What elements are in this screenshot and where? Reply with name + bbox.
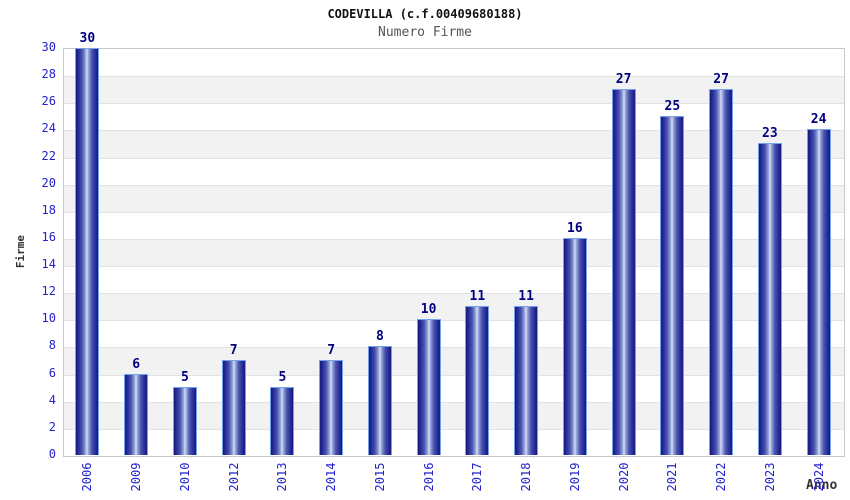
- y-tick-label: 2: [48, 419, 56, 434]
- y-tick-label: 16: [41, 229, 56, 244]
- bar-value-label: 7: [327, 343, 336, 359]
- y-tick-label: 18: [41, 202, 56, 217]
- chart-title: CODEVILLA (c.f.00409680188): [327, 7, 523, 21]
- gridline: [64, 239, 844, 240]
- bar: [806, 129, 831, 455]
- bar: [465, 305, 490, 455]
- x-tick-label: 2010: [177, 462, 192, 492]
- y-tick-label: 22: [41, 148, 56, 163]
- gridline: [64, 130, 844, 131]
- bar-value-label: 23: [762, 125, 778, 141]
- gridline: [64, 266, 844, 267]
- bar-value-label: 25: [664, 98, 681, 114]
- x-tick-label: 2022: [714, 462, 729, 492]
- y-tick-label: 30: [41, 40, 56, 54]
- y-tick-label: 8: [48, 338, 56, 353]
- bar-value-label: 10: [420, 302, 437, 318]
- gridline: [64, 212, 844, 213]
- x-tick-label: 2013: [275, 462, 290, 492]
- x-tick-label: 2018: [519, 462, 534, 492]
- bar-value-label: 27: [615, 71, 632, 87]
- bar: [562, 237, 587, 455]
- gridline: [64, 375, 844, 376]
- y-tick-label: 12: [41, 284, 56, 299]
- bar: [367, 346, 392, 455]
- bar: [416, 319, 441, 455]
- gridline: [64, 402, 844, 403]
- y-tick-label: 14: [41, 257, 56, 272]
- gridline: [64, 429, 844, 430]
- x-tick-label: 2006: [80, 462, 95, 492]
- y-tick-label: 6: [48, 365, 56, 380]
- bar: [270, 387, 295, 455]
- gridline: [64, 320, 844, 321]
- y-tick-label: 24: [41, 121, 56, 136]
- bar: [611, 88, 636, 455]
- bar: [709, 88, 734, 455]
- bar: [514, 305, 539, 455]
- bar-value-label: 7: [229, 343, 238, 359]
- bar-value-label: 8: [375, 329, 384, 345]
- bar-value-label: 5: [278, 370, 287, 386]
- y-tick-label: 26: [41, 94, 56, 109]
- x-tick-label: 2012: [226, 462, 241, 492]
- y-tick-label: 20: [41, 175, 56, 190]
- plot-band: [64, 49, 844, 77]
- x-tick-label: 2023: [762, 462, 777, 492]
- gridline: [64, 103, 844, 104]
- bar-value-label: 27: [713, 71, 729, 87]
- x-tick-label: 2017: [470, 462, 485, 492]
- y-tick-label: 4: [48, 392, 56, 407]
- bar: [660, 115, 685, 455]
- x-tick-label: 2015: [372, 462, 387, 492]
- gridline: [64, 158, 844, 159]
- chart-subtitle: Numero Firme: [378, 25, 472, 40]
- bar: [75, 48, 100, 455]
- x-tick-label: 2021: [665, 462, 680, 492]
- bar: [221, 360, 246, 455]
- bar-value-label: 24: [810, 112, 827, 128]
- bar: [319, 360, 344, 455]
- bar-value-label: 6: [132, 356, 141, 372]
- gridline: [64, 293, 844, 294]
- gridline: [64, 347, 844, 348]
- x-tick-label: 2014: [324, 462, 339, 492]
- bar: [172, 387, 197, 455]
- bar-value-label: 16: [567, 220, 583, 236]
- bar-value-label: 30: [79, 31, 96, 46]
- bar-value-label: 5: [180, 370, 189, 386]
- bar-value-label: 11: [469, 288, 486, 304]
- x-tick-label: 2020: [616, 462, 631, 492]
- y-tick-label: 0: [48, 447, 56, 461]
- bar-value-label: 11: [518, 288, 534, 304]
- bar: [757, 142, 782, 455]
- y-tick-label: 10: [41, 311, 56, 326]
- gridline: [64, 76, 844, 77]
- x-tick-label: 2024: [811, 462, 826, 492]
- gridline: [64, 185, 844, 186]
- x-tick-label: 2009: [129, 462, 144, 492]
- y-tick-label: 28: [41, 67, 56, 82]
- x-tick-label: 2019: [567, 462, 582, 492]
- bar: [124, 373, 149, 455]
- x-tick-label: 2016: [421, 462, 436, 492]
- x-axis-label: Anno: [806, 478, 838, 493]
